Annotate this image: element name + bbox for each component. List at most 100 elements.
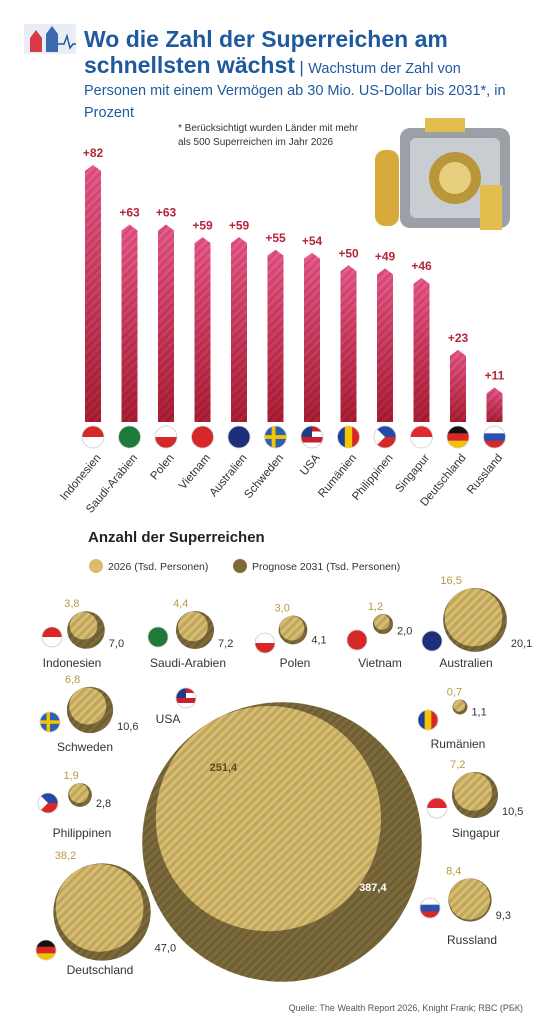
flag-body [118, 426, 141, 448]
flag-body [176, 688, 196, 708]
value-label-2031: 387,4 [359, 882, 387, 894]
flag-triangle [38, 793, 48, 813]
flag-border [35, 939, 57, 961]
flag-border [39, 711, 61, 733]
flag-stripe [36, 946, 56, 954]
legend-label: 2026 (Tsd. Personen) [108, 561, 208, 573]
value-label-2031: 9,3 [496, 910, 511, 922]
flag-body [264, 426, 287, 448]
flag-stripe [155, 426, 177, 438]
flag [41, 626, 63, 648]
flag-stripe [337, 426, 346, 448]
flag-stripe [301, 437, 323, 443]
category-label: Polen [149, 452, 177, 482]
flag-body [422, 631, 442, 651]
flag-stripe [155, 437, 177, 448]
safe-illustration [375, 118, 510, 230]
flag [410, 425, 433, 449]
flag [426, 797, 448, 819]
value-label-2026: 1,2 [368, 601, 383, 613]
country-label: Indonesien [43, 656, 102, 670]
flag-body [420, 898, 440, 918]
bar-stripes [377, 268, 393, 422]
category-label: Russland [465, 452, 505, 496]
flag-border [483, 425, 506, 449]
value-label: +46 [411, 259, 432, 273]
flag-stripe [176, 698, 196, 704]
bubble-stripes [453, 772, 493, 811]
flag-body [36, 940, 56, 960]
flag-body [410, 426, 433, 448]
flag-border [417, 709, 439, 731]
flag-border [175, 687, 197, 709]
value-label: +63 [119, 206, 140, 220]
legend-label: Prognose 2031 (Tsd. Personen) [252, 561, 400, 573]
flag-border [419, 897, 441, 919]
value-label-2026: 7,2 [450, 759, 465, 771]
flag-stripe [447, 440, 469, 448]
flag-border [446, 425, 470, 449]
value-label: +59 [192, 218, 213, 232]
value-label-2031: 47,0 [155, 942, 176, 954]
flag [175, 687, 197, 709]
flag-stripe [483, 440, 506, 448]
category-label: Vietnam [177, 452, 213, 492]
flag-border [426, 797, 448, 819]
flag [373, 425, 397, 449]
flag [37, 792, 59, 814]
value-label-2031: 2,8 [96, 798, 111, 810]
flag-border [41, 626, 63, 648]
value-label: +63 [156, 206, 177, 220]
bubble-stripes [453, 699, 466, 712]
title: Wo die Zahl der Superreichen am schnells… [84, 26, 448, 79]
bar-stripes [231, 237, 247, 422]
flag [346, 629, 368, 651]
flag-border [300, 425, 324, 449]
flag [417, 709, 439, 731]
flag-stripe [431, 710, 438, 730]
flag [421, 630, 443, 652]
bar-stripes [304, 252, 320, 422]
bubble-stripes [55, 863, 144, 952]
country-label: Saudi-Arabien [150, 656, 226, 670]
flag-stripe [36, 953, 56, 960]
flag-triangle [374, 426, 385, 448]
value-label-2026: 38,2 [55, 850, 76, 862]
flag-border [147, 626, 169, 648]
flag-stripe [422, 631, 442, 651]
value-label-2026: 4,4 [173, 598, 188, 610]
flag-stripe [374, 437, 396, 448]
flag-stripe [347, 630, 367, 650]
bubble-stripes [69, 611, 98, 640]
country-label: USA [156, 712, 181, 726]
flag-cross [40, 720, 60, 724]
value-label-2026: 3,0 [275, 603, 290, 615]
flag [154, 425, 178, 449]
bar-stripes [158, 224, 174, 422]
legend-swatch [233, 559, 247, 573]
flag-stripe [420, 904, 440, 912]
flag-cross [264, 435, 287, 439]
bar-stripes [340, 265, 357, 422]
flag-stripe [38, 793, 58, 804]
flag-stripe [420, 911, 440, 918]
flag [35, 939, 57, 961]
flag-stripe [344, 426, 353, 448]
flag-corner [176, 688, 186, 698]
flag [254, 632, 276, 654]
country-label: Rumänien [431, 737, 486, 751]
flag [337, 425, 360, 449]
flag-body [148, 627, 168, 647]
flag-stripe [410, 426, 433, 438]
flag-body [427, 798, 447, 818]
flag-body [374, 426, 396, 448]
flag-stripe [82, 426, 104, 438]
flag-stripe [118, 426, 141, 448]
flag-stripe [374, 426, 396, 438]
bubble-stripes [69, 687, 107, 725]
flag-body [418, 710, 438, 730]
flag-border [227, 425, 251, 449]
flag-stripe [38, 803, 58, 813]
